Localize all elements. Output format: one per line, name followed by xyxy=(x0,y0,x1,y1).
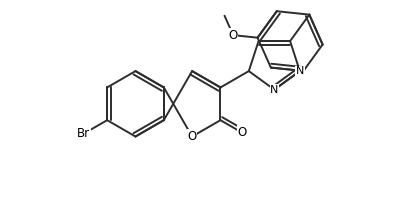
Text: N: N xyxy=(296,66,304,76)
Text: O: O xyxy=(237,126,247,139)
Text: Br: Br xyxy=(77,127,90,140)
Text: N: N xyxy=(270,85,278,95)
Text: O: O xyxy=(228,29,238,42)
Text: O: O xyxy=(187,130,197,143)
